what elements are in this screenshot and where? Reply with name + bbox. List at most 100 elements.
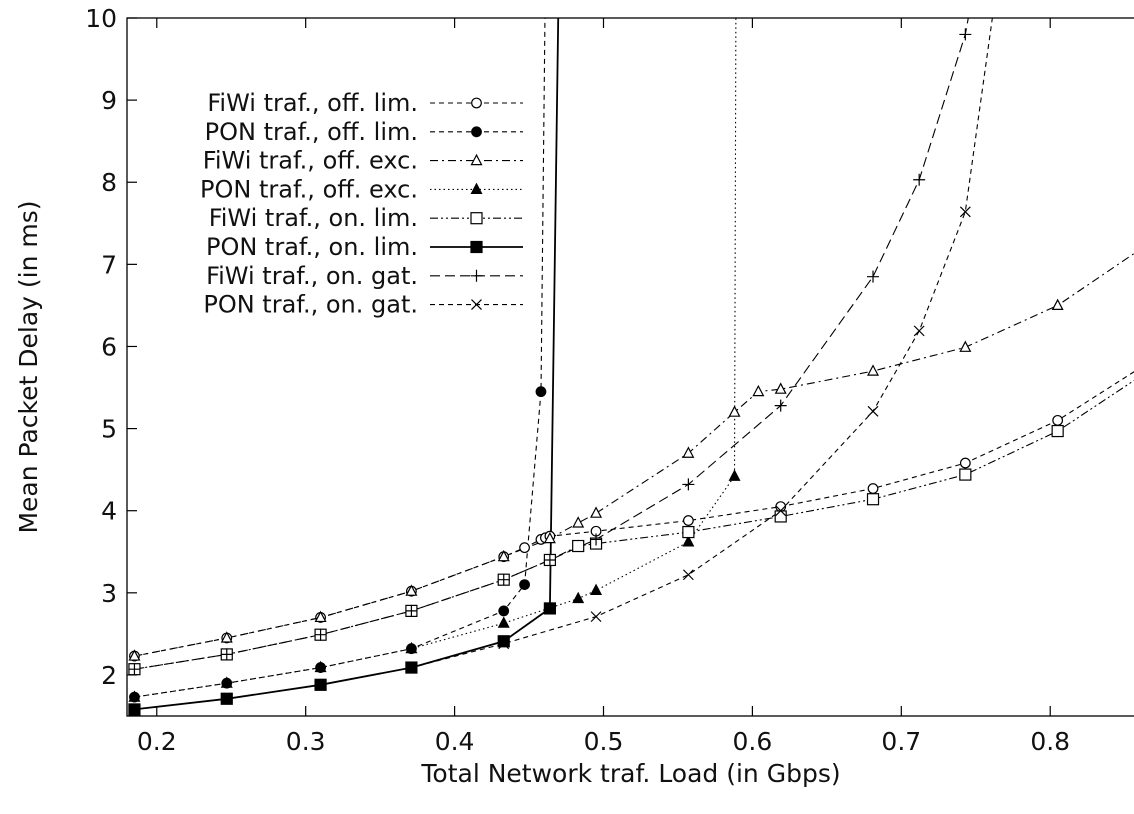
legend-label: FiWi traf., on. lim. <box>209 204 418 232</box>
legend-marker <box>470 269 483 282</box>
data-point <box>775 505 787 517</box>
data-point <box>774 510 787 523</box>
data-point <box>867 270 880 283</box>
data-point <box>590 583 603 595</box>
y-tick-label: 8 <box>101 168 117 197</box>
plot-frame <box>126 17 1134 717</box>
data-point <box>590 533 603 546</box>
legend-label: FiWi traf., off. exc. <box>203 147 418 175</box>
data-point <box>1052 414 1064 426</box>
data-point <box>221 693 233 705</box>
data-point <box>497 635 510 648</box>
data-point <box>220 676 233 688</box>
legend: FiWi traf., off. lim.PON traf., off. lim… <box>200 89 523 319</box>
data-point <box>728 469 741 481</box>
series-line <box>134 371 1134 657</box>
data-point <box>728 405 741 417</box>
series-line <box>134 379 1134 670</box>
data-point <box>959 206 971 218</box>
legend-marker <box>470 182 483 194</box>
x-tick-label: 0.7 <box>881 727 921 756</box>
y-tick-label: 2 <box>101 661 117 690</box>
data-point <box>752 384 765 397</box>
data-point <box>519 579 530 591</box>
x-axis-title: Total Network traf. Load (in Gbps) <box>420 759 840 788</box>
y-tick-label: 6 <box>101 332 117 361</box>
data-point <box>590 506 603 518</box>
legend-label: PON traf., off. lim. <box>205 118 418 146</box>
data-point <box>959 340 972 352</box>
series-line <box>134 252 1134 657</box>
data-point <box>572 591 585 604</box>
data-point <box>682 478 695 491</box>
data-point <box>867 483 879 494</box>
data-point <box>959 28 972 41</box>
x-tick-label: 0.2 <box>137 727 177 756</box>
legend-label: PON traf., on. lim. <box>206 233 418 261</box>
legend-marker <box>471 97 482 109</box>
data-point <box>682 446 695 458</box>
data-point <box>543 602 556 615</box>
data-point <box>682 569 694 581</box>
y-tick-label: 4 <box>101 497 117 526</box>
data-point <box>590 611 602 623</box>
series-markers <box>128 28 1064 716</box>
data-point <box>497 549 510 562</box>
data-point <box>220 648 233 661</box>
data-point <box>128 649 141 661</box>
data-point <box>774 382 787 394</box>
data-point <box>543 553 556 566</box>
legend-label: PON traf., off. exc. <box>200 175 418 203</box>
x-tick-label: 0.5 <box>584 727 624 756</box>
y-axis-title: Mean Packet Delay (in ms) <box>14 200 43 533</box>
data-point <box>405 584 418 596</box>
data-point <box>405 604 418 617</box>
data-point <box>913 325 925 337</box>
data-point <box>959 457 971 469</box>
legend-marker <box>470 153 483 166</box>
legend-marker <box>470 240 483 254</box>
data-point <box>1051 424 1064 438</box>
y-tick-label: 7 <box>101 250 117 279</box>
y-tick-label: 9 <box>101 86 117 115</box>
x-tick-label: 0.3 <box>286 727 326 756</box>
data-point <box>682 515 694 526</box>
y-tick-label: 5 <box>101 415 117 444</box>
data-point <box>572 539 585 553</box>
data-point <box>535 386 547 398</box>
data-point <box>128 663 141 676</box>
data-point <box>129 704 140 715</box>
legend-label: FiWi traf., off. lim. <box>207 89 418 117</box>
data-point <box>682 525 695 539</box>
y-tick-label: 10 <box>85 4 117 33</box>
series-line <box>134 18 737 698</box>
data-point <box>774 399 787 412</box>
x-tick-label: 0.4 <box>435 727 475 756</box>
data-point <box>405 641 418 654</box>
x-tick-label: 0.6 <box>733 727 773 756</box>
data-point <box>543 531 556 544</box>
data-point <box>314 610 327 623</box>
data-point <box>498 638 510 650</box>
data-point <box>572 516 585 528</box>
x-tick-label: 0.8 <box>1030 727 1070 756</box>
data-point <box>405 662 417 673</box>
legend-label: PON traf., on. gat. <box>203 291 418 319</box>
data-point <box>913 173 926 186</box>
series-line <box>134 18 993 710</box>
data-point <box>682 535 695 547</box>
data-point <box>128 690 141 702</box>
axis-ticks: 0.2 0.3 0.4 0.5 0.6 0.7 0.8 2 3 4 5 6 7 8 9 10 <box>85 4 1070 756</box>
data-point <box>497 616 510 628</box>
legend-marker <box>471 299 482 311</box>
data-point <box>314 628 327 641</box>
data-point <box>315 679 327 691</box>
data-point <box>867 364 880 376</box>
data-point <box>1051 298 1064 311</box>
data-point <box>519 542 530 554</box>
data-point <box>498 605 510 617</box>
data-point <box>867 405 879 417</box>
data-point <box>959 468 972 481</box>
legend-label: FiWi traf., on. gat. <box>206 262 418 290</box>
data-point <box>220 631 233 643</box>
